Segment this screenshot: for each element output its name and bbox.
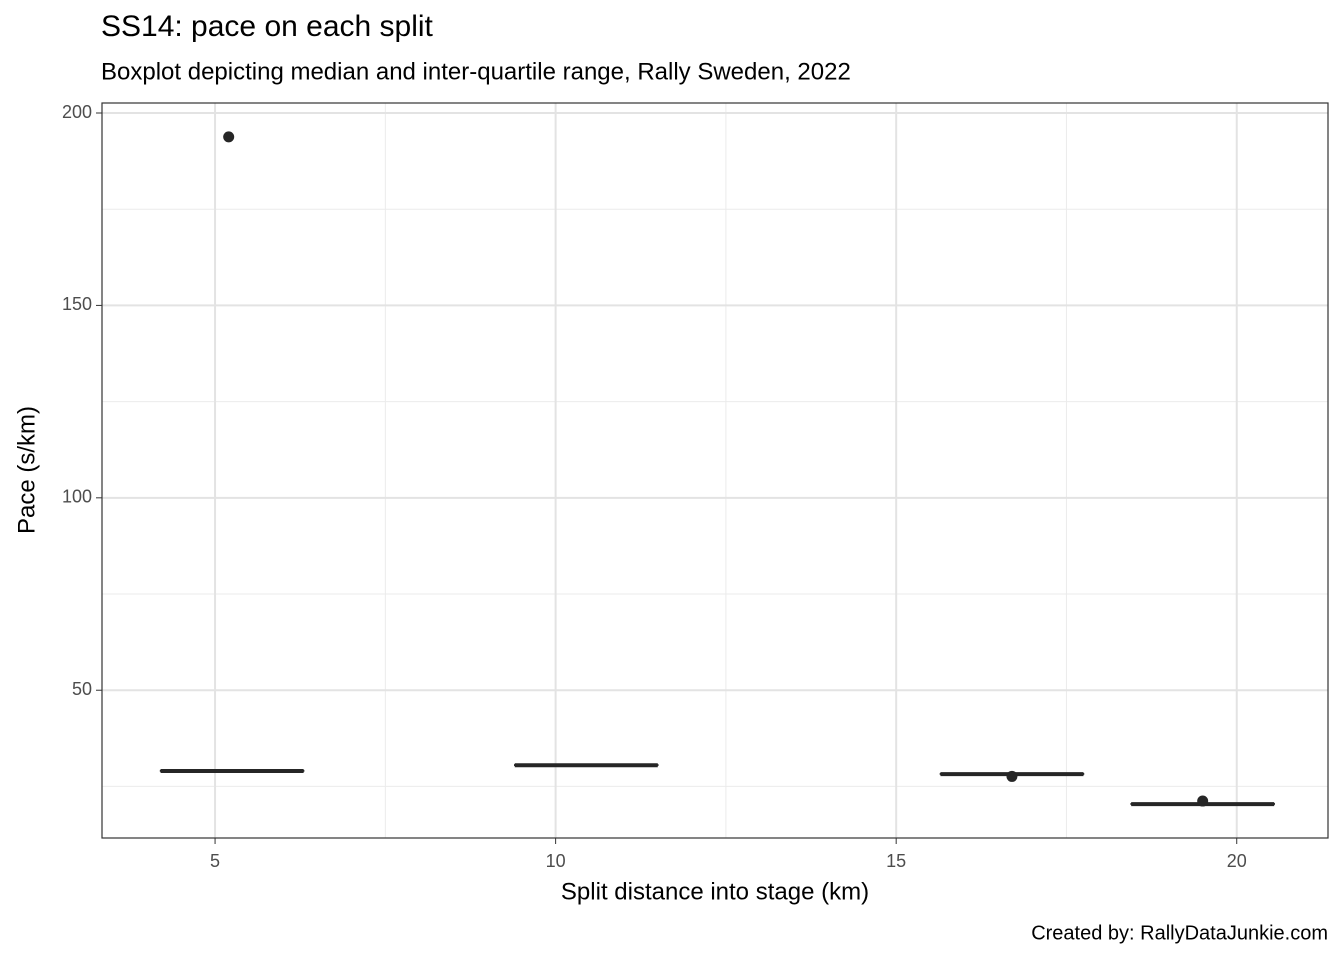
y-tick-label: 50: [72, 679, 92, 699]
panel-border: [101, 102, 1329, 839]
y-axis-label: Pace (s/km): [13, 406, 40, 534]
caption: Created by: RallyDataJunkie.com: [1031, 922, 1328, 944]
y-tick-label: 200: [62, 102, 92, 122]
x-tick-label: 15: [886, 851, 906, 871]
chart-subtitle: Boxplot depicting median and inter-quart…: [101, 58, 851, 85]
x-tick-label: 5: [210, 851, 220, 871]
outlier: [1006, 770, 1018, 782]
x-axis-label: Split distance into stage (km): [561, 878, 869, 905]
y-tick-label: 100: [62, 487, 92, 507]
y-tick-label: 150: [62, 294, 92, 314]
outlier: [1197, 795, 1209, 807]
chart-title: SS14: pace on each split: [101, 10, 434, 43]
outlier: [223, 131, 235, 143]
x-tick-label: 10: [546, 851, 566, 871]
x-tick-label: 20: [1227, 851, 1247, 871]
